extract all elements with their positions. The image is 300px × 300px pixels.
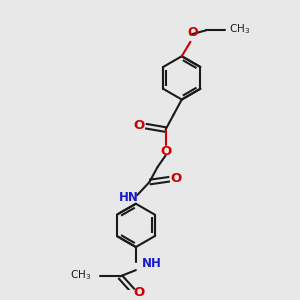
Text: CH$_3$: CH$_3$ xyxy=(229,22,250,36)
Text: O: O xyxy=(170,172,182,185)
Text: HN: HN xyxy=(119,191,139,204)
Text: O: O xyxy=(134,286,145,299)
Text: O: O xyxy=(187,26,198,39)
Text: CH$_3$: CH$_3$ xyxy=(70,268,92,282)
Text: NH: NH xyxy=(142,257,162,270)
Text: O: O xyxy=(134,119,145,132)
Text: O: O xyxy=(160,145,172,158)
